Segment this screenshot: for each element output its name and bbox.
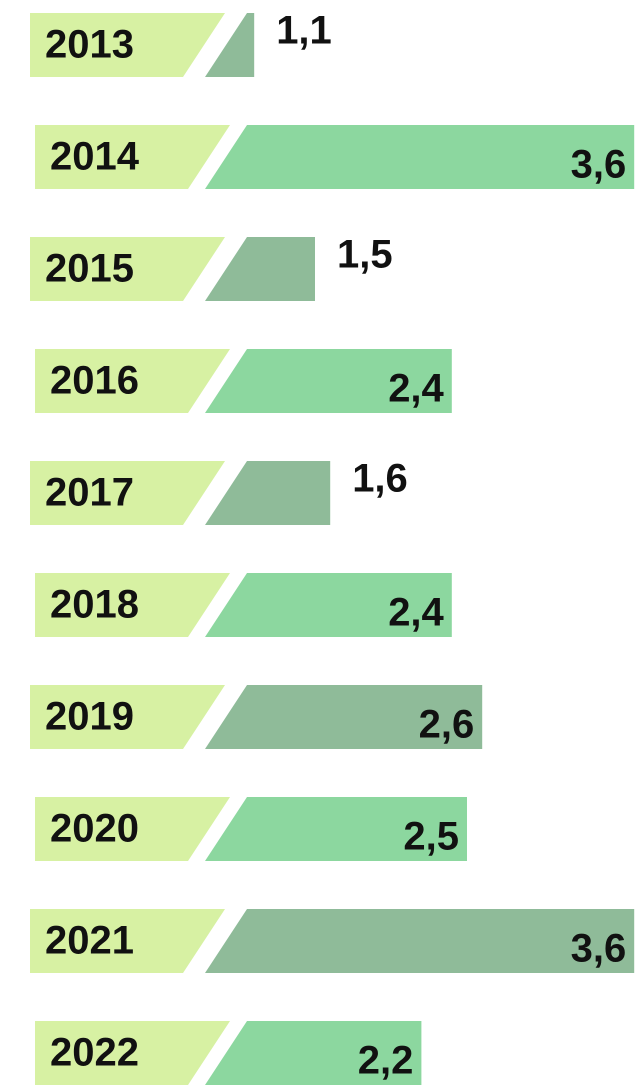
bar xyxy=(205,13,255,77)
year-box xyxy=(35,349,230,413)
value-label: 2,4 xyxy=(388,367,444,411)
year-box xyxy=(35,125,230,189)
value-label: 2,2 xyxy=(358,1039,414,1083)
year-box xyxy=(30,909,225,973)
bar xyxy=(205,685,483,749)
value-label: 1,1 xyxy=(276,9,332,53)
bar xyxy=(205,573,452,637)
year-label: 2014 xyxy=(50,135,140,179)
bar xyxy=(205,461,331,525)
year-label: 2015 xyxy=(45,247,134,291)
value-label: 2,5 xyxy=(403,815,459,859)
year-box xyxy=(30,13,225,77)
year-label: 2022 xyxy=(50,1031,139,1075)
year-label: 2018 xyxy=(50,583,139,627)
year-box xyxy=(30,685,225,749)
year-box xyxy=(30,461,225,525)
year-label: 2019 xyxy=(45,695,134,739)
bar xyxy=(205,797,467,861)
value-label: 2,6 xyxy=(419,703,475,747)
value-label: 1,6 xyxy=(352,457,408,501)
value-label: 3,6 xyxy=(571,927,627,971)
bar xyxy=(205,909,635,973)
bar xyxy=(205,349,452,413)
year-box xyxy=(35,1021,230,1085)
year-label: 2020 xyxy=(50,807,139,851)
bar xyxy=(205,125,635,189)
value-label: 3,6 xyxy=(571,143,627,187)
year-label: 2016 xyxy=(50,359,139,403)
value-label: 2,4 xyxy=(388,591,444,635)
year-box xyxy=(35,573,230,637)
bar xyxy=(205,1021,422,1085)
bar xyxy=(205,237,315,301)
year-box xyxy=(30,237,225,301)
value-label: 1,5 xyxy=(337,233,393,277)
year-label: 2017 xyxy=(45,471,134,515)
year-label: 2013 xyxy=(45,23,134,67)
year-box xyxy=(35,797,230,861)
year-label: 2021 xyxy=(45,919,134,963)
